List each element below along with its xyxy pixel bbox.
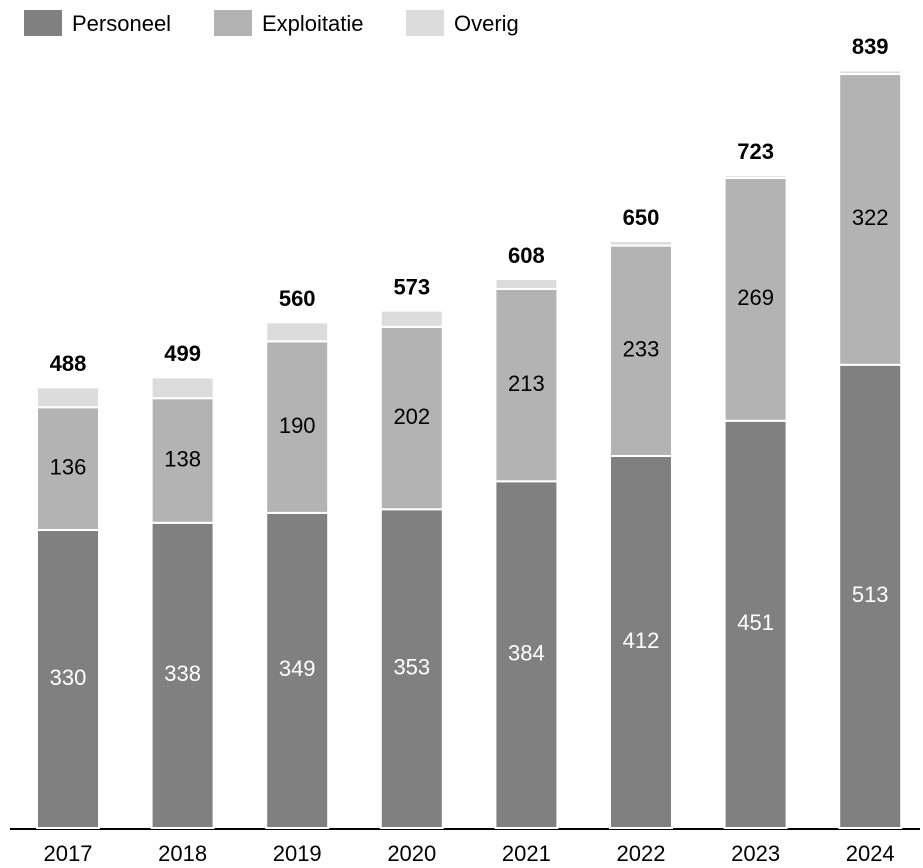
- bar-segment: [609, 454, 673, 829]
- x-tick-label: 2022: [617, 841, 666, 866]
- legend-label: Exploitatie: [262, 11, 364, 36]
- total-label: 839: [852, 34, 889, 59]
- bar-segment: [494, 287, 559, 483]
- total-label: 723: [737, 139, 774, 164]
- bar-segment: [265, 340, 330, 514]
- total-label: 488: [50, 351, 87, 376]
- x-tick-label: 2019: [273, 841, 322, 866]
- bar-segment: [379, 325, 444, 511]
- data-label: 269: [737, 285, 774, 310]
- legend-swatch: [406, 10, 444, 36]
- bar-segment: [265, 321, 330, 343]
- data-label: 353: [393, 654, 430, 679]
- bar-segment: [36, 529, 100, 830]
- data-label: 138: [164, 446, 201, 471]
- x-tick-label: 2023: [731, 841, 780, 866]
- bar-segment: [494, 480, 559, 829]
- legend-label: Overig: [454, 11, 519, 36]
- bar-segment: [265, 511, 330, 830]
- legend-swatch: [214, 10, 252, 36]
- data-label: 322: [852, 205, 889, 230]
- data-label: 384: [508, 640, 545, 665]
- data-label: 136: [50, 454, 87, 479]
- x-tick-label: 2017: [44, 841, 93, 866]
- legend-label: Personeel: [72, 11, 171, 36]
- bar-segment: [379, 508, 444, 829]
- bar-segment: [609, 240, 673, 247]
- data-label: 213: [508, 371, 545, 396]
- data-label: 233: [623, 337, 660, 362]
- bar-segment: [494, 278, 559, 290]
- bar-segment: [379, 309, 444, 328]
- x-tick-label: 2024: [846, 841, 895, 866]
- data-label: 349: [279, 656, 316, 681]
- x-tick-label: 2021: [502, 841, 551, 866]
- total-label: 608: [508, 243, 545, 268]
- total-label: 499: [164, 341, 201, 366]
- bar-segment: [150, 376, 215, 400]
- bar-segment: [36, 386, 100, 409]
- bar-segment: [838, 363, 903, 829]
- data-label: 412: [623, 628, 660, 653]
- bar-segment: [150, 397, 215, 524]
- total-label: 560: [279, 286, 316, 311]
- legend-swatch: [24, 10, 62, 36]
- data-label: 338: [164, 661, 201, 686]
- data-label: 451: [737, 610, 774, 635]
- bar-segment: [36, 406, 100, 532]
- x-tick-label: 2020: [387, 841, 436, 866]
- data-label: 202: [393, 404, 430, 429]
- bar-segment: [838, 69, 903, 76]
- bar-segment: [723, 176, 788, 422]
- bar-segment: [723, 419, 788, 829]
- data-label: 330: [50, 665, 87, 690]
- x-tick-label: 2018: [158, 841, 207, 866]
- bar-segment: [723, 174, 788, 179]
- total-label: 650: [623, 205, 660, 230]
- bar-segment: [609, 244, 673, 457]
- data-label: 513: [852, 582, 889, 607]
- total-label: 573: [393, 274, 430, 299]
- bar-segment: [838, 73, 903, 366]
- data-label: 190: [279, 413, 316, 438]
